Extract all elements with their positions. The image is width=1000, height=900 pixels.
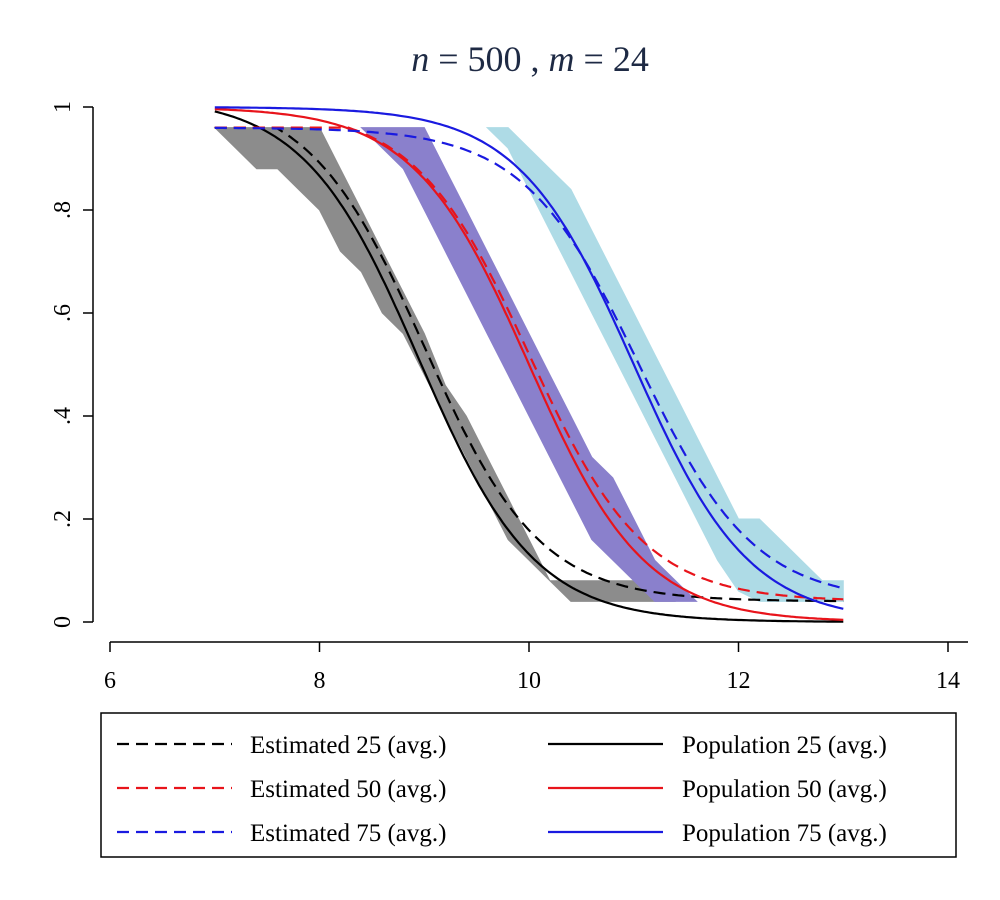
- legend-label-population-25-avg: Population 25 (avg.): [682, 732, 887, 759]
- legend-label-population-50-avg: Population 50 (avg.): [682, 776, 887, 803]
- legend-label-estimated-25-avg: Estimated 25 (avg.): [250, 732, 446, 759]
- series-population-50-avg: [214, 108, 844, 621]
- y-tick-label-4: .8: [50, 201, 76, 219]
- x-tick-label-6: 6: [104, 668, 116, 694]
- title-n-symbol: n: [411, 39, 429, 79]
- title-m-symbol: m: [549, 39, 575, 79]
- y-tick-label-5: 1: [50, 101, 76, 113]
- legend-label-estimated-50-avg: Estimated 50 (avg.): [250, 776, 446, 803]
- x-tick-label-12: 12: [727, 668, 751, 694]
- y-tick-label-3: .6: [50, 304, 76, 322]
- series-estimated-25-avg: [214, 126, 844, 603]
- chart-title: n = 500 , m = 24: [411, 39, 649, 79]
- legend-box: [100, 712, 957, 858]
- legend-label-population-75-avg: Population 75 (avg.): [682, 820, 887, 847]
- title-m-value: 24: [613, 39, 649, 79]
- legend-label-estimated-75-avg: Estimated 75 (avg.): [250, 820, 446, 847]
- series-population-25-avg: [214, 110, 844, 623]
- title-m-eq: =: [575, 39, 613, 79]
- x-tick-label-8: 8: [314, 668, 326, 694]
- x-tick-label-14: 14: [936, 668, 960, 694]
- axes: 6 8 10 12 14 0 .2 .4 .6 .8 1: [50, 101, 968, 694]
- series-lines: [214, 106, 844, 623]
- y-tick-label-2: .4: [50, 407, 76, 425]
- title-n-eq: =: [429, 39, 467, 79]
- x-tick-label-10: 10: [517, 668, 541, 694]
- title-sep: ,: [522, 39, 549, 79]
- band-25: [213, 127, 676, 602]
- legend: Estimated 25 (avg.) Population 25 (avg.) E…: [100, 712, 957, 858]
- y-tick-label-1: .2: [50, 510, 76, 528]
- y-tick-label-0: 0: [50, 616, 76, 628]
- title-n-value: 500: [468, 39, 522, 79]
- series-estimated-75-avg: [214, 126, 844, 590]
- series-population-75-avg: [214, 106, 844, 610]
- series-estimated-50-avg: [214, 126, 844, 601]
